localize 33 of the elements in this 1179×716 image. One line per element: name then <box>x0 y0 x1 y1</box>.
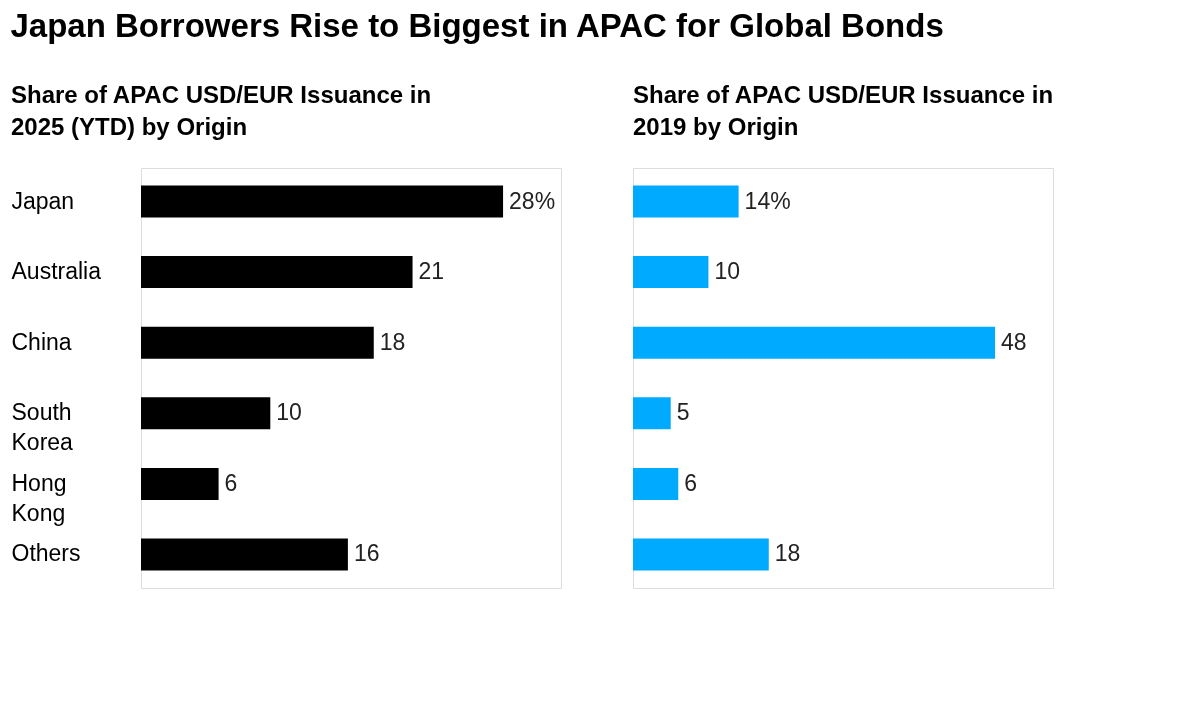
y-tick-label: South Korea <box>11 399 74 456</box>
bar <box>633 467 679 500</box>
chart-title: Japan Borrowers Rise to Biggest in APAC for Global Bonds <box>10 6 944 44</box>
bar <box>141 467 219 500</box>
data-label: 21 <box>418 258 445 285</box>
bar <box>633 397 671 430</box>
bar <box>141 538 348 571</box>
bar <box>141 326 374 359</box>
y-tick-label: Others <box>11 540 81 567</box>
chart-subtitle: Share of APAC USD/EUR Issuance in 2019 by Origin <box>633 81 1054 140</box>
y-tick-label: Australia <box>11 258 102 285</box>
data-label: 10 <box>276 399 302 426</box>
data-label: 10 <box>714 258 741 285</box>
y-tick-label: Hong Kong <box>11 469 67 526</box>
bar <box>633 538 769 571</box>
data-label: 5 <box>676 399 690 426</box>
bar <box>141 256 413 289</box>
data-label: 6 <box>224 469 238 496</box>
bar <box>141 397 271 430</box>
bar <box>141 185 504 218</box>
data-label: 18 <box>774 540 801 567</box>
data-label: 28% <box>509 187 556 214</box>
y-tick-label: Japan <box>11 187 75 214</box>
data-label: 6 <box>684 469 698 496</box>
data-label: 48 <box>1001 328 1027 355</box>
chart-subtitle: Share of APAC USD/EUR Issuance in 2025 (YTD) by Origin <box>11 81 432 140</box>
data-label: 18 <box>379 328 406 355</box>
y-tick-label: China <box>11 328 72 355</box>
bar <box>633 256 709 289</box>
bar <box>633 185 739 218</box>
data-label: 14% <box>744 187 791 214</box>
data-label: 16 <box>353 540 380 567</box>
bar <box>633 326 996 359</box>
